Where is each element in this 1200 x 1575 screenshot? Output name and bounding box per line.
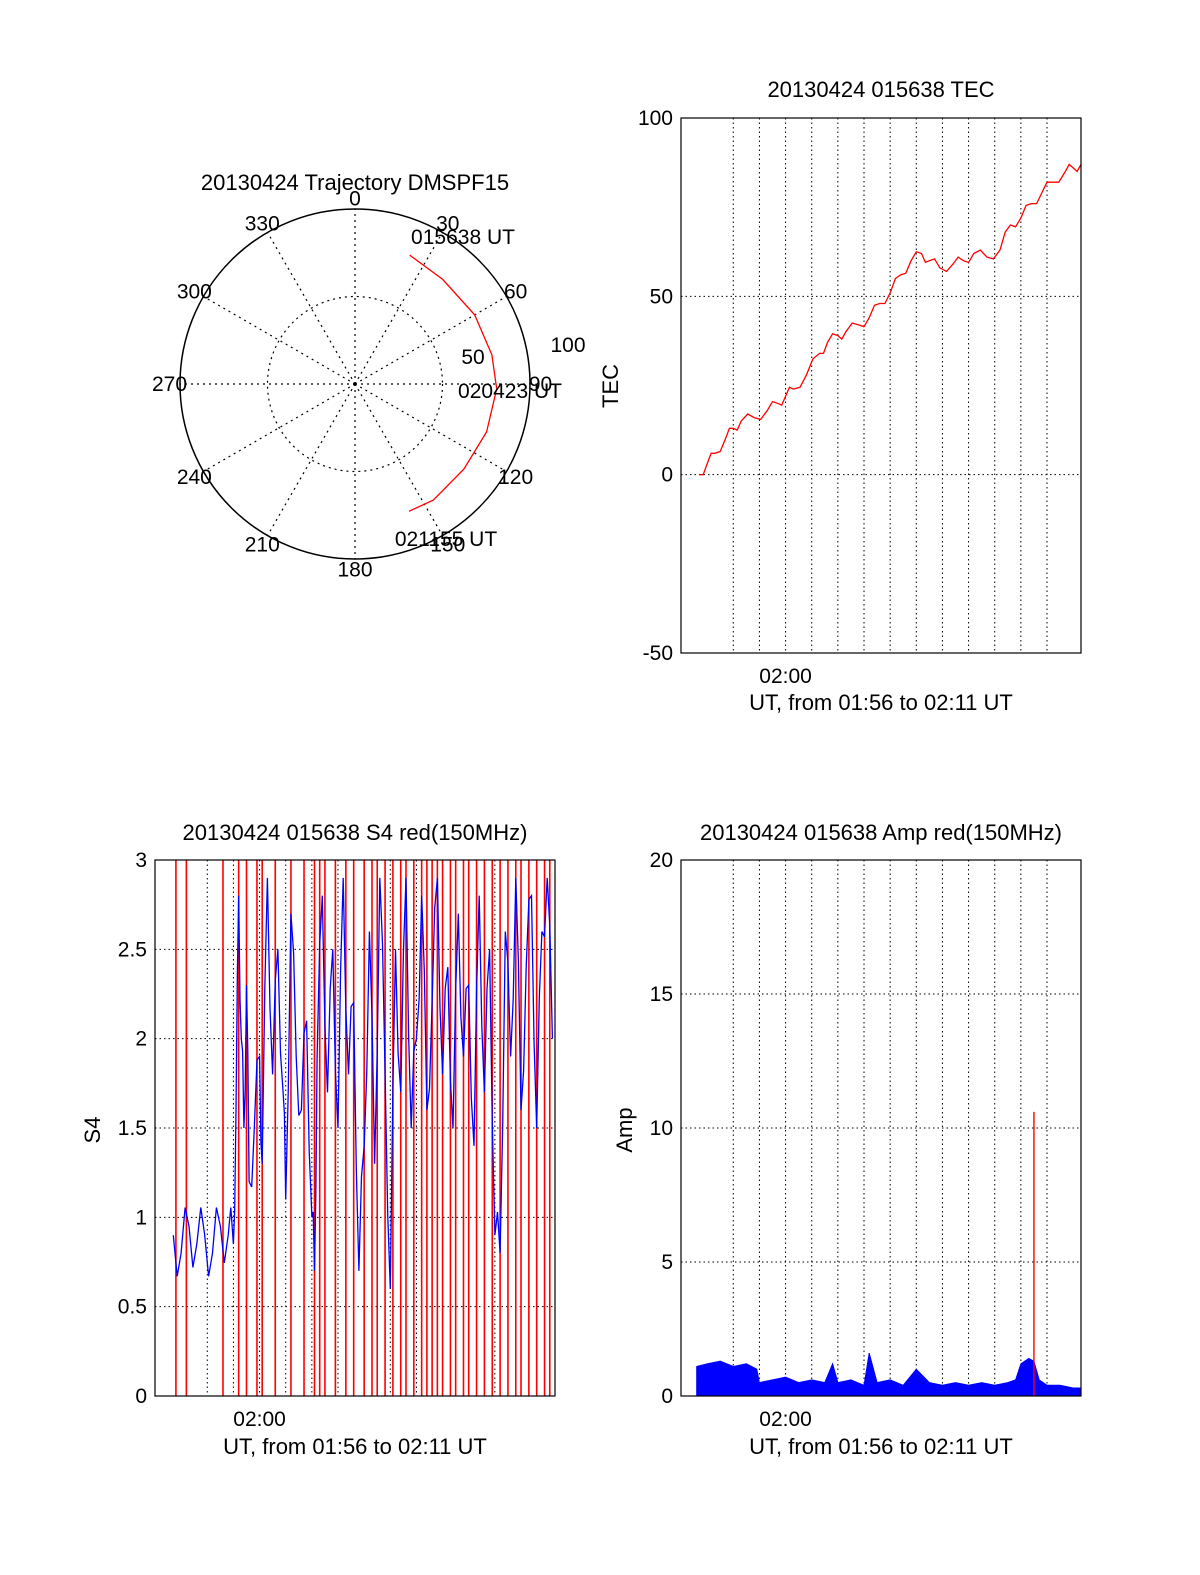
polar-radial-label: 50 [461,346,484,369]
polar-angle-label: 0 [349,188,361,211]
polar-angle-labels: 0 30 60 90 120 150 180 210 240 270 300 330 [152,188,552,582]
y-tick-label: 5 [661,1251,673,1274]
amp-xlabel: UT, from 01:56 to 02:11 UT [749,1434,1013,1459]
polar-title: 20130424 Trajectory DMSPF15 [201,170,509,195]
polar-spoke [354,383,507,473]
tec-series [699,163,1082,476]
y-tick-label: 1 [135,1206,147,1229]
polar-angle-label: 240 [177,466,212,489]
polar-spoke [203,383,356,473]
tec-title: 20130424 015638 TEC [767,77,994,102]
y-tick-label: 0 [661,464,673,487]
polar-spoke [266,383,356,536]
polar-angle-label: 270 [152,373,187,396]
s4-series [172,877,554,1289]
trajectory-polar-panel: 20130424 Trajectory DMSPF15 0 30 60 90 120 15… [152,170,586,582]
polar-angle-label: 60 [504,280,527,303]
y-tick-label: 2 [135,1028,147,1051]
amp-title: 20130424 015638 Amp red(150MHz) [700,820,1062,845]
polar-angle-label: 120 [498,466,533,489]
y-tick-label: 0 [661,1385,673,1408]
s4-panel: 20130424 015638 S4 red(150MHz) 0 0.5 1 1.5 2… [80,820,556,1459]
y-tick-label: 0 [135,1385,147,1408]
s4-x-ticks: 02:00 [233,1408,286,1431]
polar-grid [179,208,531,560]
tec-y-ticks: -50 0 50 100 [638,107,673,665]
polar-spoke [266,232,356,385]
polar-angle-label: 210 [245,534,280,557]
polar-angle-label: 330 [245,212,280,235]
polar-angle-label: 90 [529,373,552,396]
amp-ylabel: Amp [612,1107,637,1152]
y-tick-label: 1.5 [118,1117,147,1140]
polar-spoke [354,232,444,385]
tec-x-ticks: 02:00 [759,665,812,688]
amp-noise-band [696,1352,1082,1397]
polar-annotation: 015638 UT [411,226,515,249]
tec-panel: 20130424 015638 TEC -50 0 50 100 02:00 UT, … [598,77,1082,715]
polar-radial-labels: 50 100 [461,334,585,369]
polar-annotations: 015638 UT 020423 UT 021155 UT [395,226,562,551]
tec-plot-frame [680,117,1082,654]
y-tick-label: 2.5 [118,938,147,961]
s4-red-spikes [175,860,551,1396]
amp-y-ticks: 0 5 10 15 20 [650,849,673,1408]
polar-spoke [354,383,444,536]
amp-panel: 20130424 015638 Amp red(150MHz) 0 5 10 15 20… [612,820,1082,1459]
y-tick-label: 50 [650,285,673,308]
polar-angle-label: 300 [177,280,212,303]
s4-line [172,877,554,1289]
polar-spoke [354,295,507,385]
y-tick-label: 10 [650,1117,673,1140]
amp-series [696,1352,1082,1397]
x-tick-label: 02:00 [233,1408,286,1431]
s4-xlabel: UT, from 01:56 to 02:11 UT [223,1434,487,1459]
tec-xlabel: UT, from 01:56 to 02:11 UT [749,690,1013,715]
y-tick-label: -50 [643,642,673,665]
s4-y-ticks: 0 0.5 1 1.5 2 2.5 3 [118,849,147,1408]
polar-spoke [203,295,356,385]
s4-title: 20130424 015638 S4 red(150MHz) [183,820,528,845]
amp-plot-frame [680,859,1082,1397]
polar-angle-label: 150 [430,534,465,557]
polar-radial-label: 100 [550,334,585,357]
y-tick-label: 0.5 [118,1296,147,1319]
polar-annotation: 020423 UT [458,380,562,403]
polar-annotation: 021155 UT [395,528,498,551]
x-tick-label: 02:00 [759,1408,812,1431]
y-tick-label: 3 [135,849,147,872]
amp-grid [681,860,1081,1396]
x-tick-label: 02:00 [759,665,812,688]
polar-angle-label: 180 [337,559,372,582]
y-tick-label: 15 [650,983,673,1006]
polar-angle-label: 30 [436,212,459,235]
y-tick-label: 20 [650,849,673,872]
tec-ylabel: TEC [598,364,623,408]
polar-trajectory-line [408,254,498,512]
amp-x-ticks: 02:00 [759,1408,812,1431]
tec-line [699,163,1082,476]
s4-ylabel: S4 [80,1117,105,1144]
polar-grid-circle [266,295,444,473]
polar-trajectory-series [408,254,498,512]
y-tick-label: 100 [638,107,673,130]
s4-plot-frame [154,859,556,1397]
tec-grid [681,118,1081,653]
